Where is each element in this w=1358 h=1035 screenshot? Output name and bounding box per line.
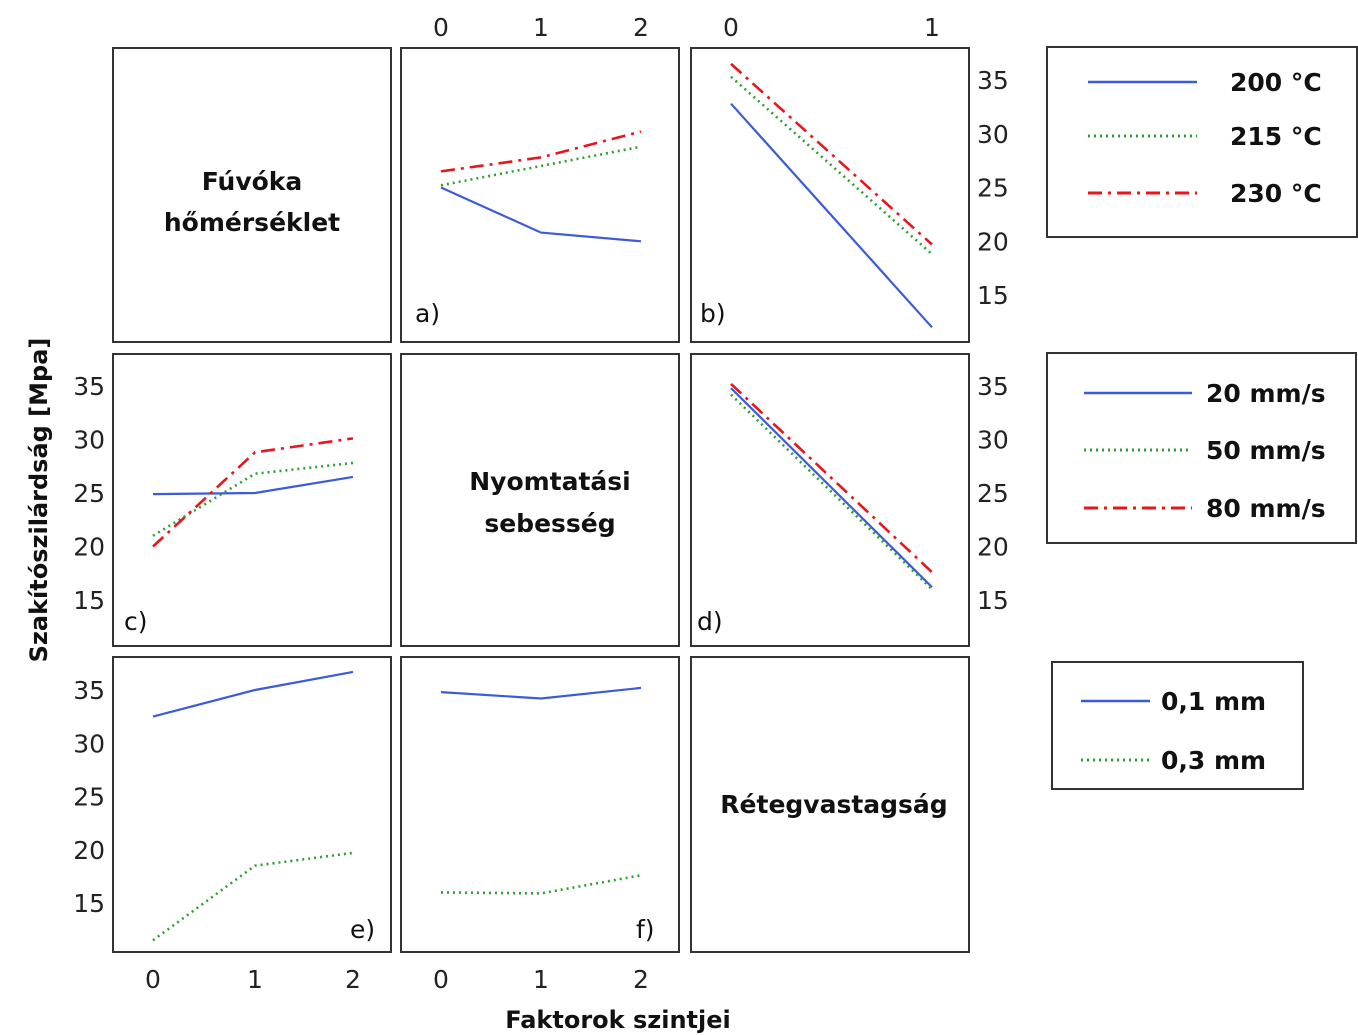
y-tick-label: 25 [977,174,1009,203]
diagonal-title-temperature-line1: Fúvóka [202,167,303,196]
x-tick-label: 1 [533,965,549,994]
panel-a-plot: a) 0 1 2 [415,13,649,328]
diagonal-title-temperature-line2: hőmérséklet [164,208,340,237]
x-tick-label: 1 [247,965,263,994]
y-tick-label: 35 [977,66,1009,95]
legend-label-speed-3: 80 mm/s [1206,494,1326,523]
y-tick-label: 20 [73,836,105,865]
panel-label-b: b) [700,299,726,328]
diagonal-title-layer: Rétegvastagság [720,790,947,819]
y-tick-label: 20 [977,533,1009,562]
series-line-c-3 [152,437,354,548]
x-axis-label: Faktorok szintjei [505,1006,731,1034]
x-tick-label: 2 [633,965,649,994]
panel-e [112,656,392,953]
series-line-f-2 [440,874,642,895]
legend-label-temperature-2: 215 °C [1230,122,1322,151]
y-tick-label: 15 [73,889,105,918]
panel-a [400,47,680,343]
series-line-b-1 [730,102,933,329]
series-line-d-3 [730,382,933,574]
legend-label-layer-1: 0,1 mm [1161,687,1266,716]
panel-b-plot: b) 0 1 15 20 25 30 35 [700,13,1009,329]
y-tick-label: 30 [73,426,105,455]
legend-label-layer-2: 0,3 mm [1161,746,1266,775]
series-line-d-2 [730,393,933,591]
panel-c [112,353,392,647]
y-tick-label: 35 [977,372,1009,401]
x-tick-label: 1 [924,13,940,42]
legend-temperature-box [1046,46,1358,238]
panel-label-e: e) [350,915,375,944]
x-tick-label: 1 [533,13,549,42]
panel-e-plot: e) 0 1 2 15 20 25 30 35 [73,670,375,994]
x-tick-label: 0 [145,965,161,994]
y-tick-label: 35 [73,372,105,401]
legend-speed-box [1046,352,1357,544]
y-tick-label: 20 [977,227,1009,256]
series-line-a-1 [440,186,642,243]
panel-label-c: c) [124,607,148,636]
panel-d [690,353,970,647]
diagonal-title-speed-line1: Nyomtatási [469,467,631,496]
series-line-a-3 [440,130,642,173]
panel-f-plot: f) 0 1 2 [433,686,655,994]
series-line-e-1 [152,670,354,718]
series-line-c-2 [152,461,354,537]
y-tick-label: 25 [73,783,105,812]
series-line-e-2 [152,851,354,942]
legend-label-speed-2: 50 mm/s [1206,436,1326,465]
x-tick-label: 2 [345,965,361,994]
panel-diagonal-speed [400,353,680,647]
series-line-a-2 [440,145,642,187]
y-tick-label: 30 [977,120,1009,149]
diagonal-title-speed-line2: sebesség [484,509,615,538]
y-tick-label: 25 [977,479,1009,508]
panel-diagonal-layer [690,656,970,953]
panel-b [690,47,970,343]
y-tick-label: 20 [73,533,105,562]
series-line-d-1 [730,387,933,588]
x-tick-label: 0 [433,13,449,42]
x-tick-label: 0 [433,965,449,994]
x-tick-label: 2 [633,13,649,42]
y-tick-label: 35 [73,676,105,705]
y-tick-label: 30 [73,729,105,758]
legend-label-temperature-1: 200 °C [1230,68,1322,97]
series-line-c-1 [152,475,354,496]
y-axis-label: Szakítószilárdság [Mpa] [25,338,53,663]
panel-d-plot: d) 15 20 25 30 35 [697,372,1009,636]
y-tick-label: 15 [977,281,1009,310]
series-line-b-3 [730,62,933,246]
panel-label-d: d) [697,607,723,636]
x-tick-label: 0 [723,13,739,42]
panel-label-f: f) [636,915,655,944]
panel-label-a: a) [415,299,440,328]
series-line-b-2 [730,75,933,256]
series-line-f-1 [440,686,642,700]
panel-c-plot: c) 15 20 25 30 35 [73,372,354,636]
legend-label-speed-1: 20 mm/s [1206,379,1326,408]
legend-label-temperature-3: 230 °C [1230,179,1322,208]
panel-diagonal-temperature [112,47,392,343]
legend-layer-box [1051,661,1304,790]
y-tick-label: 30 [977,426,1009,455]
y-tick-label: 25 [73,479,105,508]
y-tick-label: 15 [977,586,1009,615]
y-tick-label: 15 [73,586,105,615]
panel-f [400,656,680,953]
